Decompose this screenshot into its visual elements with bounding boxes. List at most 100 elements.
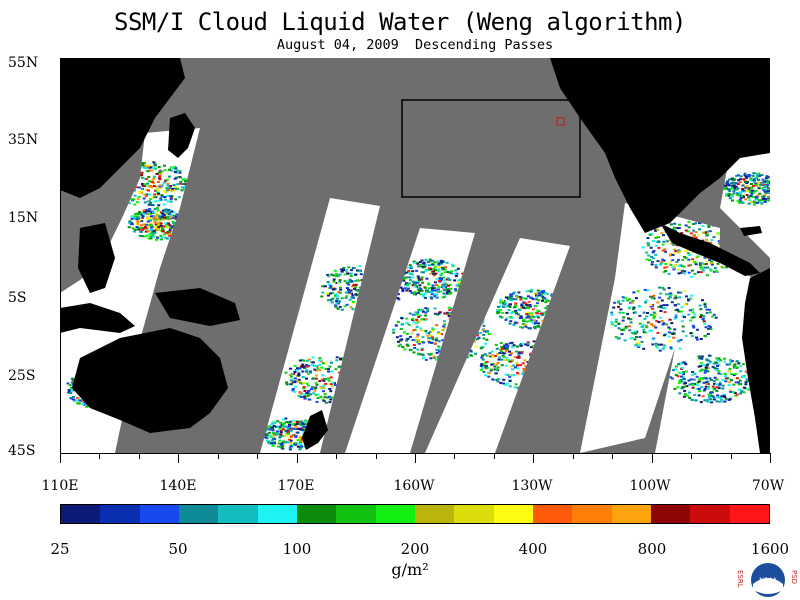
cloud-pixel bbox=[511, 292, 515, 295]
cloud-pixel bbox=[528, 366, 532, 369]
cloud-pixel bbox=[433, 287, 437, 290]
cloud-pixel bbox=[535, 349, 539, 352]
cloud-pixel bbox=[674, 368, 678, 371]
cloud-pixel bbox=[742, 375, 745, 378]
cloud-pixel bbox=[429, 295, 433, 298]
cloud-pixel bbox=[653, 315, 657, 318]
cloud-pixel bbox=[185, 188, 189, 191]
cloud-pixel bbox=[144, 165, 148, 167]
cloud-pixel bbox=[653, 312, 657, 315]
cloud-pixel bbox=[421, 354, 425, 357]
cloud-pixel bbox=[309, 393, 313, 396]
cloud-pixel bbox=[420, 349, 424, 351]
cloud-pixel bbox=[349, 289, 353, 292]
cloud-pixel bbox=[147, 208, 151, 211]
cloud-pixel bbox=[701, 225, 705, 227]
cloud-pixel bbox=[522, 306, 526, 309]
cloud-pixel bbox=[158, 229, 162, 232]
cloud-pixel bbox=[419, 265, 423, 268]
cloud-pixel bbox=[709, 327, 713, 330]
cloud-pixel bbox=[338, 305, 342, 308]
cloud-pixel bbox=[668, 340, 672, 343]
cloud-pixel bbox=[521, 319, 525, 322]
cloud-pixel bbox=[399, 335, 403, 338]
cloud-pixel bbox=[346, 280, 350, 283]
cloud-pixel bbox=[332, 278, 336, 281]
cloud-pixel bbox=[626, 313, 630, 315]
cloud-pixel bbox=[356, 269, 359, 272]
cloud-pixel bbox=[329, 285, 333, 287]
cloud-pixel bbox=[145, 178, 149, 181]
cloud-pixel bbox=[551, 314, 555, 317]
cloud-pixel bbox=[655, 240, 659, 243]
cloud-pixel bbox=[140, 220, 144, 223]
cloud-pixel bbox=[654, 326, 658, 329]
cloud-pixel bbox=[725, 194, 728, 197]
colorbar-segment bbox=[61, 505, 101, 523]
cloud-pixel bbox=[147, 237, 151, 240]
cloud-pixel bbox=[681, 259, 685, 261]
cloud-pixel bbox=[160, 226, 164, 229]
cloud-pixel bbox=[707, 362, 711, 365]
cloud-pixel bbox=[752, 172, 756, 175]
cloud-pixel bbox=[423, 292, 427, 295]
cloud-pixel bbox=[496, 352, 499, 355]
cloud-pixel bbox=[433, 268, 437, 271]
cloud-pixel bbox=[120, 195, 124, 198]
cloud-pixel bbox=[501, 354, 505, 357]
cloud-pixel bbox=[498, 315, 502, 318]
cloud-pixel bbox=[731, 199, 734, 202]
cloud-pixel bbox=[412, 329, 416, 332]
cloud-pixel bbox=[279, 433, 283, 436]
cloud-pixel bbox=[333, 269, 337, 272]
cloud-pixel bbox=[541, 320, 545, 323]
cloud-pixel bbox=[173, 187, 177, 190]
cloud-pixel bbox=[133, 228, 137, 231]
cloud-pixel bbox=[143, 235, 147, 238]
cloud-pixel bbox=[495, 363, 499, 366]
cloud-pixel bbox=[431, 284, 435, 287]
cloud-pixel bbox=[646, 321, 650, 324]
cloud-pixel bbox=[485, 360, 489, 363]
cloud-pixel bbox=[720, 232, 724, 235]
cloud-pixel bbox=[372, 271, 376, 274]
cloud-pixel bbox=[481, 354, 485, 357]
cloud-pixel bbox=[520, 304, 524, 307]
cloud-pixel bbox=[154, 238, 158, 241]
cloud-pixel bbox=[710, 379, 713, 381]
cloud-pixel bbox=[341, 357, 345, 360]
cloud-pixel bbox=[149, 201, 153, 204]
cloud-pixel bbox=[137, 186, 141, 189]
cloud-pixel bbox=[369, 269, 373, 272]
cloud-pixel bbox=[352, 296, 355, 299]
cloud-pixel bbox=[129, 165, 133, 168]
cloud-pixel bbox=[342, 269, 345, 271]
cloud-pixel bbox=[430, 287, 434, 290]
cloud-pixel bbox=[120, 185, 124, 188]
cloud-pixel bbox=[715, 378, 719, 381]
cloud-pixel bbox=[289, 430, 293, 433]
cloud-pixel bbox=[538, 344, 542, 347]
cloud-pixel bbox=[544, 324, 548, 327]
cloud-pixel bbox=[637, 343, 641, 346]
cloud-pixel bbox=[534, 322, 537, 325]
cloud-pixel bbox=[509, 297, 513, 300]
cloud-pixel bbox=[687, 271, 691, 274]
cloud-pixel bbox=[669, 263, 673, 266]
cloud-pixel bbox=[338, 279, 342, 282]
cloud-pixel bbox=[544, 299, 548, 302]
cloud-pixel bbox=[296, 367, 299, 370]
cloud-pixel bbox=[525, 316, 529, 319]
cloud-pixel bbox=[707, 308, 711, 311]
cloud-pixel bbox=[701, 269, 705, 272]
cloud-pixel bbox=[651, 338, 655, 341]
cloud-pixel bbox=[676, 303, 680, 306]
cloud-pixel bbox=[669, 347, 673, 350]
cloud-pixel bbox=[399, 270, 403, 273]
cloud-pixel bbox=[302, 365, 306, 368]
cloud-pixel bbox=[709, 398, 713, 401]
cloud-pixel bbox=[762, 183, 766, 186]
cloud-pixel bbox=[669, 292, 673, 295]
cloud-pixel bbox=[350, 269, 353, 272]
cloud-pixel bbox=[290, 427, 294, 430]
